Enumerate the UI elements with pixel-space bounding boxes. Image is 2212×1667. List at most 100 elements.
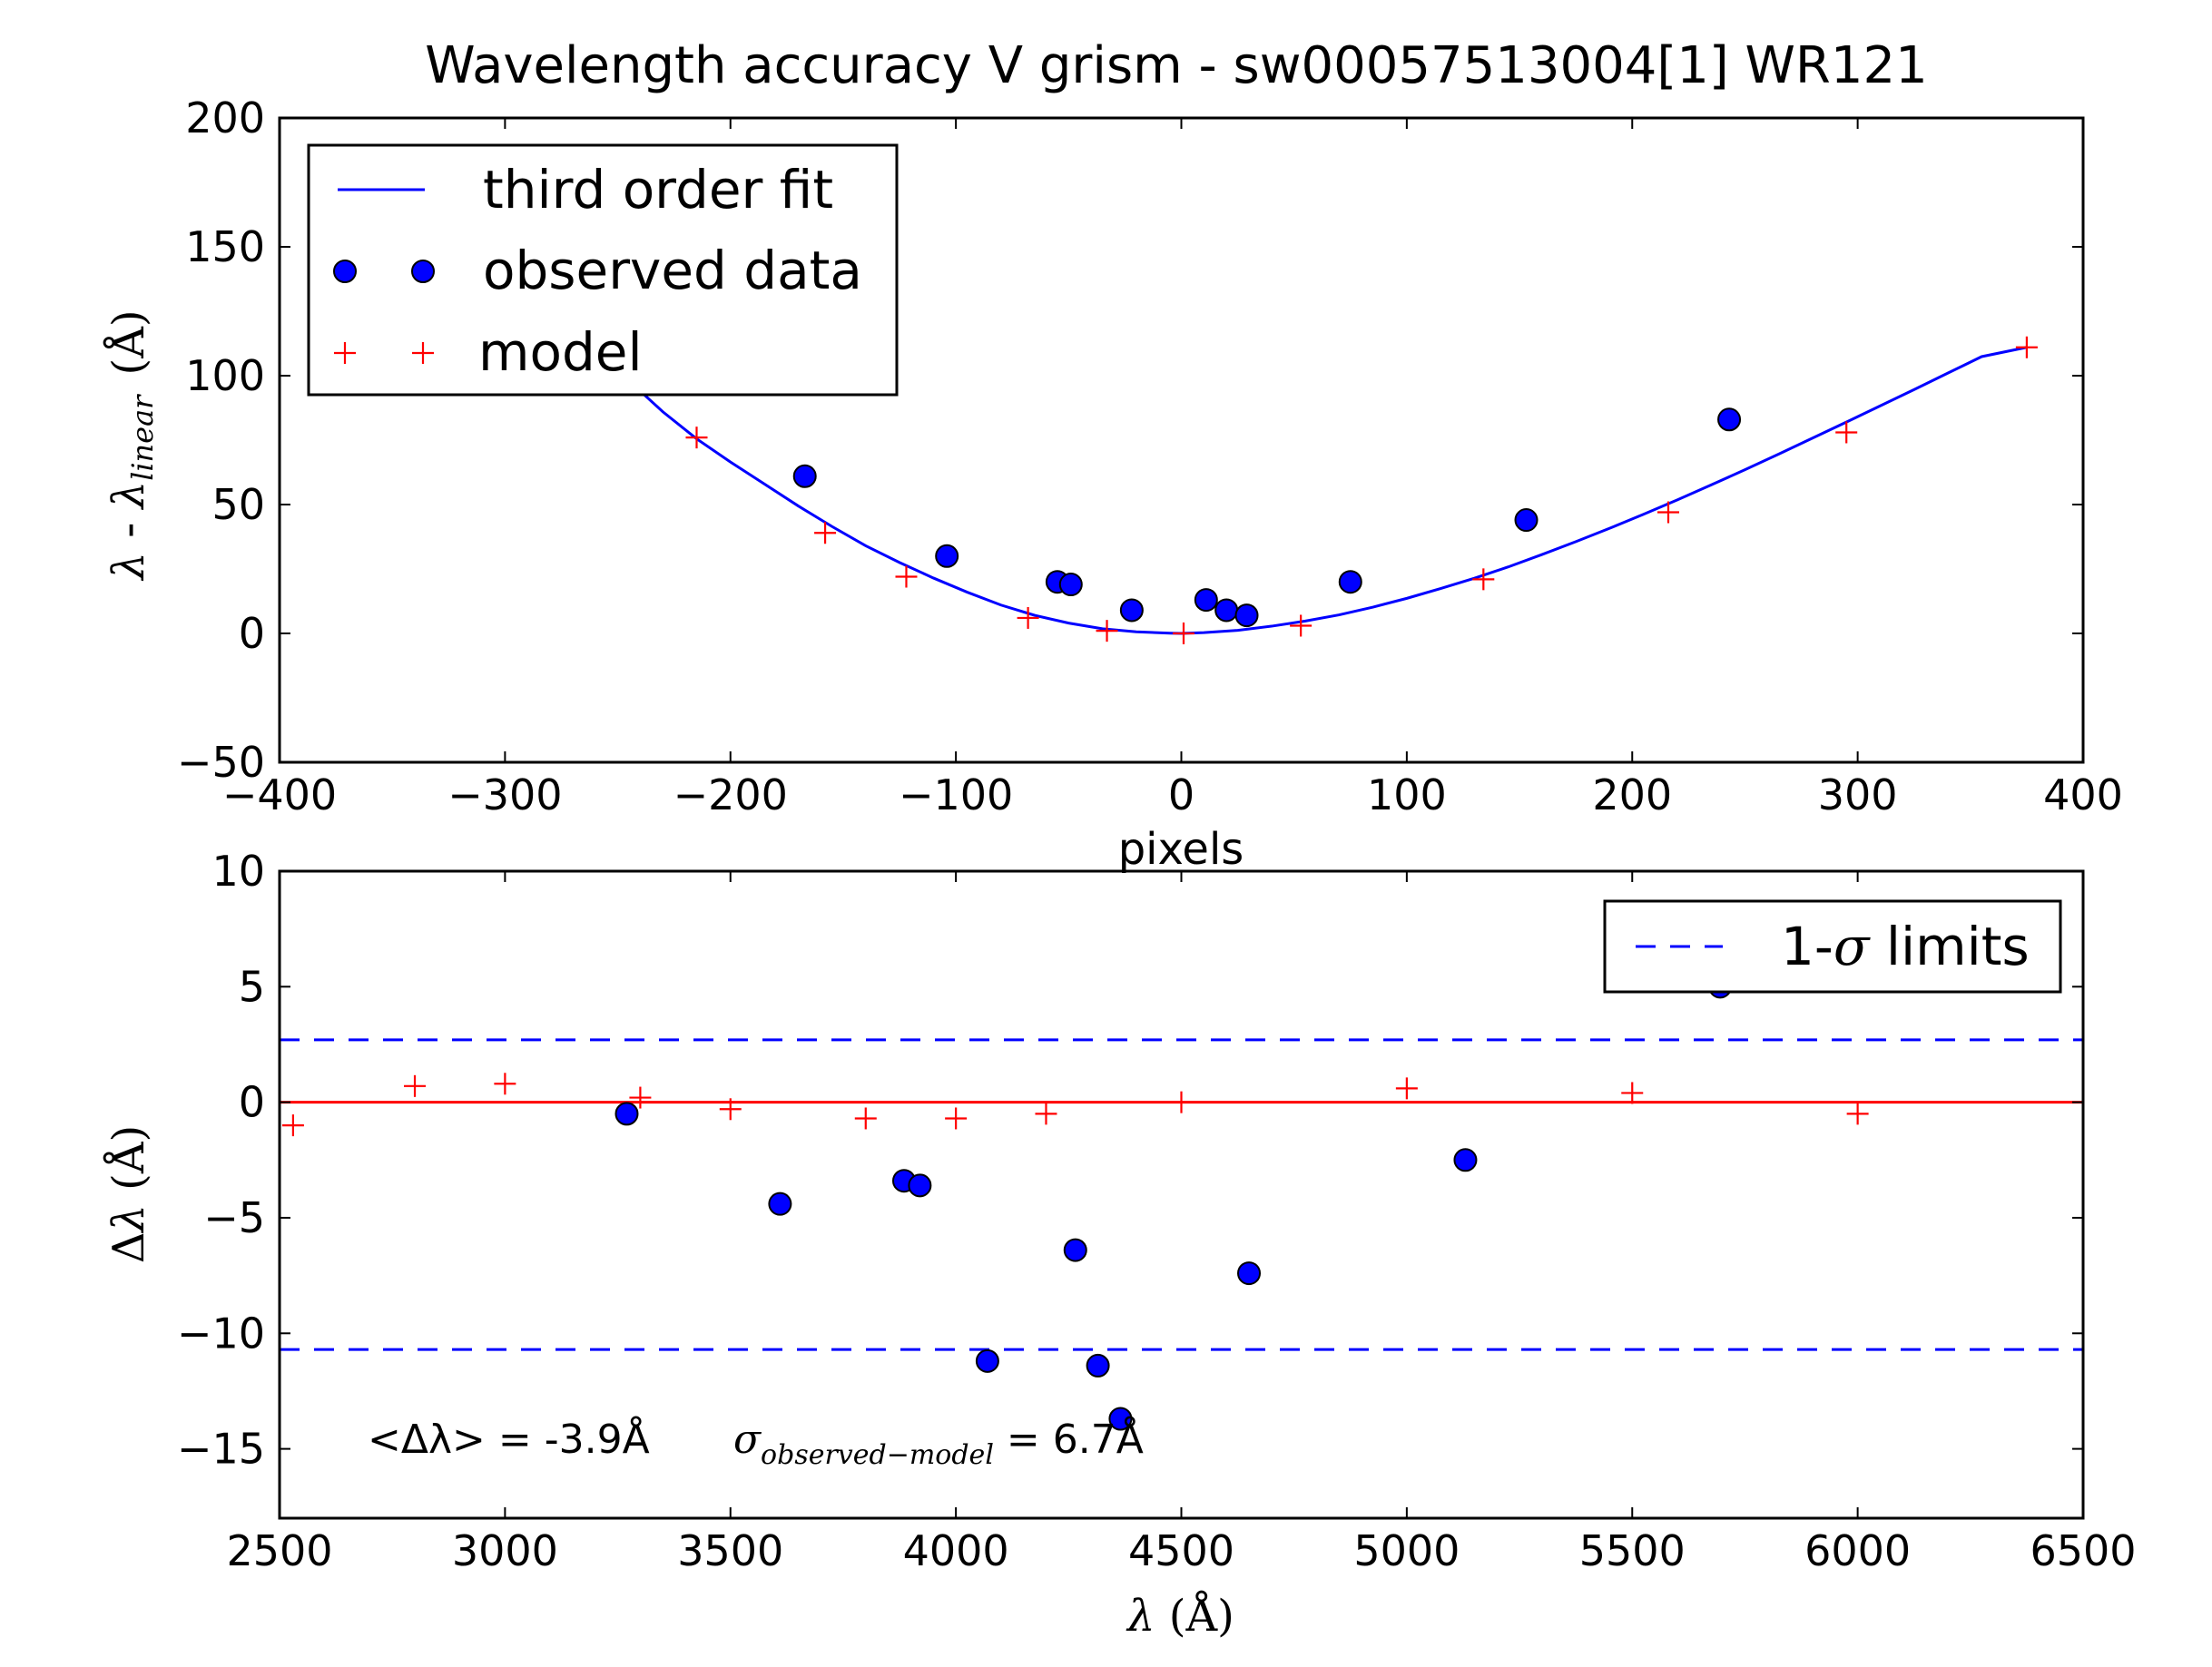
top-panel: −400 −300 −200 −100 0 100 200 300 400 −50 0 50 100 15… (103, 93, 2123, 875)
bottom-x-lambda: λ (1126, 1591, 1155, 1642)
top-x-tick-label: 100 (1367, 770, 1447, 819)
model-point (814, 522, 837, 544)
legend-sigma-suffix: limits (1869, 916, 2029, 977)
observed-point (1234, 603, 1259, 628)
model-point (1290, 614, 1312, 637)
observed-point (1194, 588, 1218, 613)
legend-model-label: model (478, 321, 643, 383)
model-point (1096, 620, 1118, 642)
top-y-tick-label: −50 (177, 738, 265, 787)
sigma-value: = 6.7Å (994, 1415, 1144, 1463)
bottom-x-tick-label: 3500 (677, 1526, 783, 1575)
sigma-symbol: σ (733, 1417, 762, 1463)
bottom-y-tick-label: −15 (177, 1425, 265, 1474)
bottom-x-tick-label: 6000 (1804, 1526, 1911, 1575)
model-point (854, 1107, 877, 1130)
top-x-tick-label: −200 (673, 770, 788, 819)
model-point (1395, 1077, 1418, 1100)
top-y-tick-label: 150 (185, 222, 265, 271)
bottom-y-delta: Δ (103, 1232, 154, 1264)
observed-point (1453, 1148, 1478, 1172)
model-point (2015, 336, 2038, 358)
legend-observed-marker-1 (333, 260, 357, 283)
model-point (404, 1074, 427, 1097)
observed-point (1058, 573, 1083, 597)
bottom-x-tick-label: 4500 (1128, 1526, 1234, 1575)
bottom-y-tick-label: −10 (177, 1309, 265, 1358)
top-x-tick-label: −400 (222, 770, 337, 819)
observed-point (1086, 1353, 1110, 1378)
model-point (1017, 606, 1039, 629)
bottom-x-unit: (Å) (1155, 1590, 1234, 1642)
top-ticks: −400 −300 −200 −100 0 100 200 300 400 −50 0 50 100 15… (177, 93, 2123, 819)
bottom-panel: 2500 3000 3500 4000 4500 5000 5500 6000 6500 −15 −… (103, 847, 2137, 1642)
model-point (895, 565, 918, 588)
model-point (1621, 1082, 1644, 1104)
top-y-tick-label: 0 (239, 609, 265, 658)
top-plot-area (627, 336, 2038, 644)
sigma-annotation: σobserved−model = 6.7Å (733, 1415, 1144, 1471)
top-y-tick-label: 100 (185, 351, 265, 400)
bottom-y-lambda: λ (103, 1204, 154, 1233)
observed-point (1338, 570, 1362, 594)
top-y-axis-label: λ - λlinear(Å) (103, 309, 160, 581)
top-x-axis-label: pixels (1118, 824, 1244, 875)
model-point (719, 1098, 742, 1121)
observed-point (1214, 598, 1239, 623)
bottom-x-tick-label: 4000 (903, 1526, 1009, 1575)
model-point (629, 1086, 652, 1109)
observed-point (908, 1173, 932, 1198)
observed-point (792, 464, 817, 488)
top-x-tick-label: 200 (1592, 770, 1672, 819)
observed-point (1717, 407, 1742, 432)
top-x-tick-label: −100 (899, 770, 1013, 819)
bottom-y-tick-label: 0 (239, 1078, 265, 1127)
top-y-tick-label: 50 (211, 480, 265, 529)
model-point (281, 1114, 304, 1137)
chart-title: Wavelength accuracy V grism - sw00057513… (425, 36, 1927, 95)
top-y-lambda: λ (103, 552, 154, 581)
observed-point (1119, 598, 1144, 623)
model-point (1170, 1091, 1193, 1113)
bottom-x-tick-label: 2500 (226, 1526, 332, 1575)
model-point (1846, 1103, 1869, 1125)
bottom-legend: 1-σ limits (1603, 899, 2062, 994)
top-y-subscript: linear (125, 394, 160, 481)
bottom-x-tick-label: 6500 (2030, 1526, 2136, 1575)
top-legend-box (307, 143, 899, 397)
bottom-plot-area (280, 975, 2083, 1431)
legend-observed-label: observed data (483, 240, 862, 301)
observed-point (1237, 1261, 1262, 1286)
legend-sigma-label: 1-σ limits (1781, 916, 2030, 977)
top-y-unit: (Å) (103, 309, 154, 375)
model-point (494, 1073, 516, 1095)
bottom-y-tick-label: 10 (211, 847, 265, 896)
top-x-tick-label: 0 (1168, 770, 1194, 819)
legend-model-marker-1 (334, 342, 356, 364)
model-point (1035, 1103, 1057, 1125)
bottom-x-tick-label: 3000 (452, 1526, 558, 1575)
observed-point (1108, 1407, 1133, 1431)
model-point (1172, 623, 1194, 644)
bottom-x-tick-label: 5500 (1579, 1526, 1686, 1575)
top-y-minus: - (103, 508, 154, 552)
model-point (1472, 568, 1495, 591)
model-point (1835, 421, 1858, 444)
fit-curve (627, 346, 2028, 635)
bottom-y-tick-label: 5 (239, 962, 265, 1011)
observed-point (614, 1102, 639, 1126)
bottom-y-unit: (Å) (103, 1125, 154, 1204)
observed-point (1063, 1238, 1087, 1262)
bottom-y-axis-label: Δλ (Å) (103, 1125, 154, 1263)
top-y-tick-label: 200 (185, 93, 265, 142)
model-point (945, 1107, 968, 1130)
top-y-lambda-linear: λ (103, 481, 154, 510)
model-point (1657, 501, 1679, 524)
top-legend: third order fit observed data model (307, 143, 899, 397)
legend-model-marker-2 (412, 342, 434, 364)
legend-sigma-prefix: 1- (1781, 916, 1834, 977)
legend-sigma-symbol: σ (1834, 916, 1871, 977)
observed-point (1514, 508, 1539, 533)
bottom-ticks: 2500 3000 3500 4000 4500 5000 5500 6000 6500 −15 −… (177, 847, 2137, 1575)
